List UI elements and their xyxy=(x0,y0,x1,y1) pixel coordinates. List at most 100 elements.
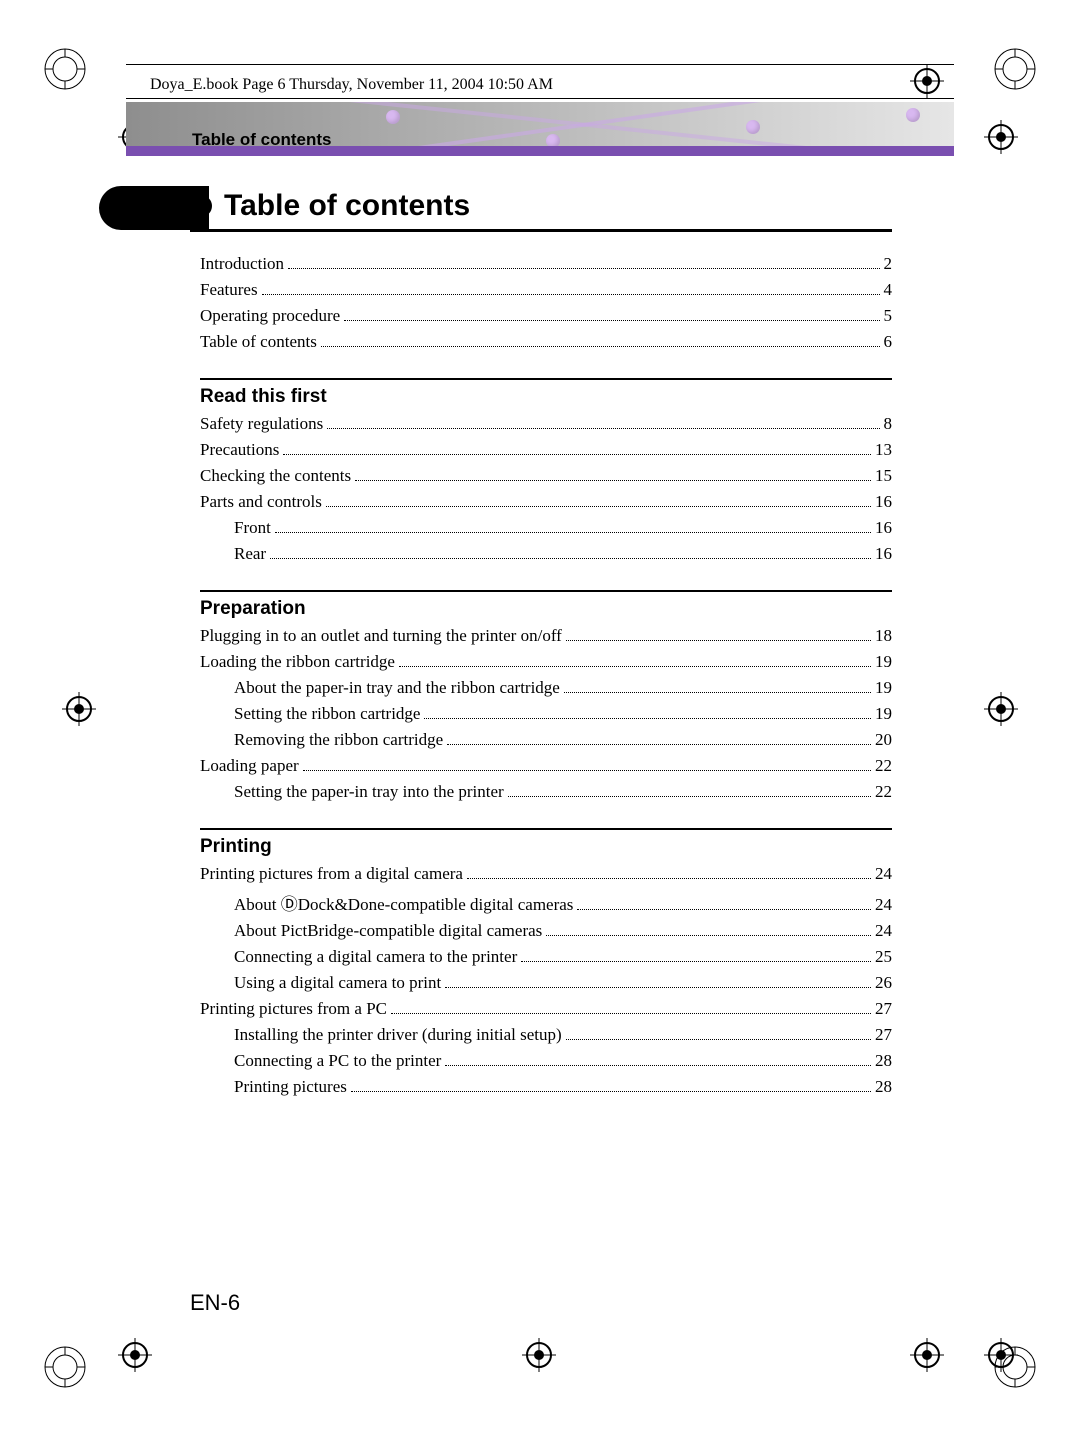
leader-dots xyxy=(288,255,879,269)
toc-entry-label: Printing pictures xyxy=(234,1077,347,1097)
toc-entry: Connecting a PC to the printer28 xyxy=(200,1051,892,1071)
toc-entry-label: Precautions xyxy=(200,440,279,460)
bullet-icon xyxy=(190,195,212,217)
toc-entry: Installing the printer driver (during in… xyxy=(200,1025,892,1045)
toc-entry-page: 24 xyxy=(875,895,892,915)
toc-entry: Operating procedure5 xyxy=(200,306,892,326)
registration-mark-icon xyxy=(984,120,1018,154)
leader-dots xyxy=(445,974,871,988)
toc-entry-label: Plugging in to an outlet and turning the… xyxy=(200,626,562,646)
toc-entry: About PictBridge-compatible digital came… xyxy=(200,921,892,941)
toc-entry: Connecting a digital camera to the print… xyxy=(200,947,892,967)
leader-dots xyxy=(270,545,871,559)
toc-entry-label: Loading paper xyxy=(200,756,299,776)
toc-entry: Loading the ribbon cartridge19 xyxy=(200,652,892,672)
toc-entry-page: 19 xyxy=(875,704,892,724)
toc-entry-page: 2 xyxy=(884,254,893,274)
section-rule xyxy=(200,590,892,592)
registration-mark-icon xyxy=(62,692,96,726)
toc-section-heading: Preparation xyxy=(200,598,892,620)
leader-dots xyxy=(447,731,871,745)
leader-dots xyxy=(521,948,871,962)
toc-entry-label: Using a digital camera to print xyxy=(234,973,441,993)
toc-entry-page: 26 xyxy=(875,973,892,993)
toc-entry-page: 22 xyxy=(875,782,892,802)
toc-entry-label: Introduction xyxy=(200,254,284,274)
toc-section: Preparation Plugging in to an outlet and … xyxy=(200,590,892,802)
toc-entry-label: Parts and controls xyxy=(200,492,322,512)
leader-dots xyxy=(283,441,871,455)
toc-entry-label: Setting the paper-in tray into the print… xyxy=(234,782,504,802)
toc-entry-label: Removing the ribbon cartridge xyxy=(234,730,443,750)
leader-dots xyxy=(351,1078,871,1092)
toc-entry-label: About the paper-in tray and the ribbon c… xyxy=(234,678,560,698)
registration-mark-icon xyxy=(984,1338,1018,1372)
leader-dots xyxy=(566,1026,871,1040)
toc-entry: Introduction 2 xyxy=(200,254,892,274)
toc-entry: Rear 16 xyxy=(200,544,892,564)
toc-entry-page: 27 xyxy=(875,1025,892,1045)
toc-entry: Setting the ribbon cartridge 19 xyxy=(200,704,892,724)
toc-entry-label: Safety regulations xyxy=(200,414,323,434)
leader-dots xyxy=(577,896,871,910)
toc-entry-page: 27 xyxy=(875,999,892,1019)
toc-entry-label: Features xyxy=(200,280,258,300)
toc-entry: Safety regulations8 xyxy=(200,414,892,434)
toc-entry-page: 18 xyxy=(875,626,892,646)
toc-entry-label: Rear xyxy=(234,544,266,564)
registration-mark-icon xyxy=(522,1338,556,1372)
toc-entry-page: 25 xyxy=(875,947,892,967)
leader-dots xyxy=(566,627,871,641)
leader-dots xyxy=(391,1000,871,1014)
toc-entry-label: Front xyxy=(234,518,271,538)
registration-mark-icon xyxy=(984,692,1018,726)
leader-dots xyxy=(262,281,880,295)
toc-entry-label: Printing pictures from a digital camera xyxy=(200,864,463,884)
toc-entry-label: Printing pictures from a PC xyxy=(200,999,387,1019)
page: Doya_E.book Page 6 Thursday, November 11… xyxy=(0,0,1080,1436)
toc-entry: About ⒹDock&Done-compatible digital came… xyxy=(200,890,892,915)
toc-entry-label: Setting the ribbon cartridge xyxy=(234,704,420,724)
leader-dots xyxy=(399,653,871,667)
toc-entry-page: 19 xyxy=(875,652,892,672)
toc-entry-page: 22 xyxy=(875,756,892,776)
toc-entry: Plugging in to an outlet and turning the… xyxy=(200,626,892,646)
leader-dots xyxy=(564,679,871,693)
toc-entry-page: 5 xyxy=(884,306,893,326)
toc-entry-page: 16 xyxy=(875,544,892,564)
header-rule xyxy=(126,98,954,99)
toc-entry: Setting the paper-in tray into the print… xyxy=(200,782,892,802)
toc-section-heading: Read this first xyxy=(200,386,892,408)
toc-entry-label: Checking the contents xyxy=(200,466,351,486)
toc-entry-label: Table of contents xyxy=(200,332,317,352)
leader-dots xyxy=(327,415,879,429)
toc-entry-page: 4 xyxy=(884,280,893,300)
toc-entry-page: 6 xyxy=(884,332,893,352)
toc-entry-page: 15 xyxy=(875,466,892,486)
leader-dots xyxy=(424,705,871,719)
toc-entry-page: 19 xyxy=(875,678,892,698)
band-section-label: Table of contents xyxy=(192,130,331,150)
toc-entry-page: 28 xyxy=(875,1077,892,1097)
toc-entry: Parts and controls16 xyxy=(200,492,892,512)
section-rule xyxy=(200,378,892,380)
toc-entry: Front 16 xyxy=(200,518,892,538)
toc-entry: Precautions 13 xyxy=(200,440,892,460)
toc-entry-page: 28 xyxy=(875,1051,892,1071)
crop-mark-icon xyxy=(42,46,88,92)
leader-dots xyxy=(303,757,871,771)
toc-entry-page: 13 xyxy=(875,440,892,460)
leader-dots xyxy=(321,333,880,347)
toc-entry: Table of contents 6 xyxy=(200,332,892,352)
toc-entry-page: 16 xyxy=(875,518,892,538)
toc-entry-page: 20 xyxy=(875,730,892,750)
toc-entry: Checking the contents 15 xyxy=(200,466,892,486)
toc-entry: Removing the ribbon cartridge 20 xyxy=(200,730,892,750)
crop-mark-icon xyxy=(42,1344,88,1390)
toc-entry: Printing pictures 28 xyxy=(200,1077,892,1097)
page-number: EN-6 xyxy=(190,1290,240,1316)
registration-mark-icon xyxy=(910,1338,944,1372)
toc-entry: Loading paper 22 xyxy=(200,756,892,776)
header-rule xyxy=(126,64,954,65)
leader-dots xyxy=(326,493,871,507)
